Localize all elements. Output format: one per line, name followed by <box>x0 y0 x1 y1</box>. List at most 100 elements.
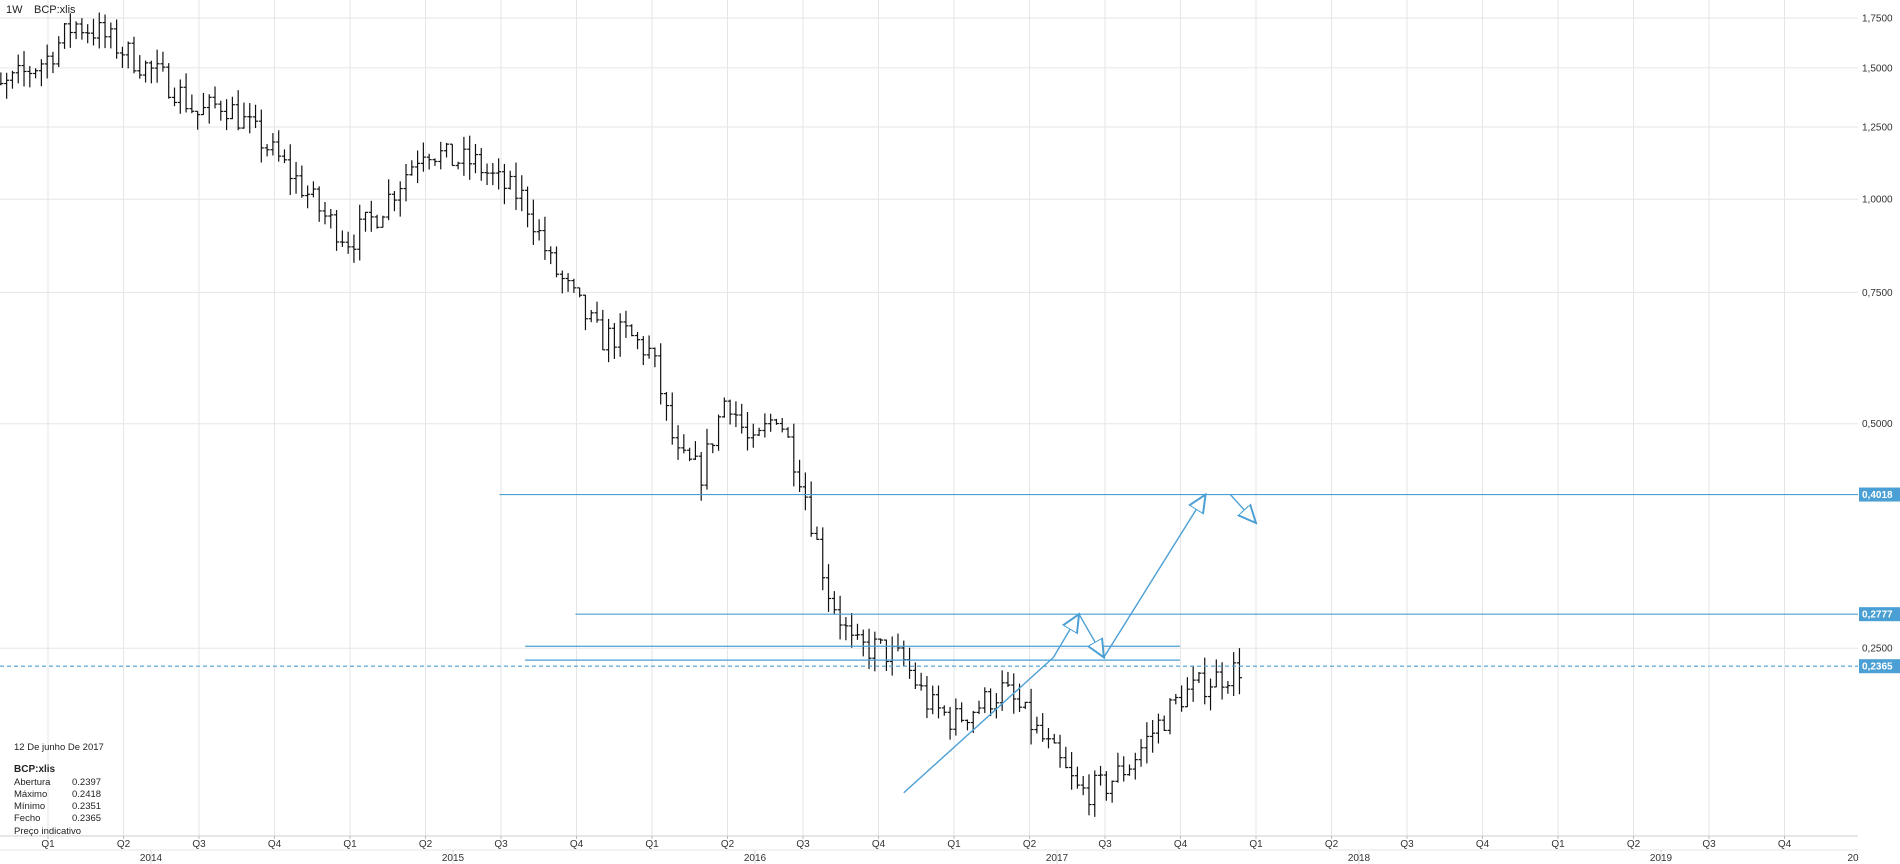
ohlc-bar <box>860 629 866 657</box>
ohlc-bar <box>484 163 490 186</box>
ohlc-bar <box>698 451 704 501</box>
symbol-label[interactable]: BCP:xlis <box>34 4 76 16</box>
ohlc-bar <box>455 161 461 170</box>
ohlc-bar <box>0 72 4 86</box>
ohlc-bar <box>380 215 386 228</box>
ohlc-bar <box>264 144 270 157</box>
ohlc-bar <box>461 136 467 176</box>
ohlc-bar <box>1103 771 1109 801</box>
ohlc-bar <box>9 70 15 89</box>
ohlc-bar <box>935 685 941 719</box>
ohlc-bar <box>976 700 982 715</box>
ohlc-bar <box>363 211 369 232</box>
ohlc-bar <box>1045 727 1051 749</box>
ohlc-bar <box>901 640 907 666</box>
ohlc-bar <box>733 401 739 428</box>
ohlc-bar <box>56 36 62 68</box>
price-tick-label: 1,5000 <box>1862 63 1893 74</box>
ohlc-bar <box>305 185 311 209</box>
ohlc-bar <box>160 51 166 72</box>
ohlc-bar <box>559 270 565 294</box>
ohlc-bar <box>866 628 872 670</box>
ohlc-bar <box>791 423 797 487</box>
ohlc-bar <box>530 199 536 245</box>
ohlc-bar <box>600 309 606 351</box>
ohlc-bar <box>478 148 484 181</box>
ohlc-bar <box>843 617 849 641</box>
ohlc-bar <box>525 186 531 228</box>
quarter-tick-label: Q2 <box>1627 839 1641 850</box>
quarter-tick-label: Q2 <box>419 839 433 850</box>
interval-label[interactable]: 1W <box>6 4 23 16</box>
ohlc-bar <box>426 153 432 170</box>
ohlc-bar <box>44 44 50 79</box>
ohlc-bar <box>1034 716 1040 734</box>
ohlc-bar <box>218 100 224 121</box>
trendline <box>903 656 1054 794</box>
ohlc-bar <box>310 181 316 198</box>
ohlc-bar <box>565 273 571 292</box>
ohlc-bar <box>681 434 687 454</box>
level-label: 0,4018 <box>1862 490 1893 501</box>
ohlc-bar <box>183 73 189 113</box>
level-label: 0,2777 <box>1862 610 1893 621</box>
ohlc-bar <box>826 564 832 612</box>
ohlc-bar <box>623 310 629 338</box>
year-tick-label: 2014 <box>140 853 163 864</box>
ohlc-bar <box>1236 648 1242 695</box>
ohlc-bar <box>96 12 102 49</box>
ohlc-bar <box>212 86 218 109</box>
quarter-tick-label: Q1 <box>343 839 357 850</box>
quarter-tick-label: Q3 <box>1400 839 1414 850</box>
ohlc-bar <box>322 201 328 225</box>
quarter-tick-label: Q2 <box>1023 839 1037 850</box>
ohlc-bar <box>339 230 345 247</box>
axes: 1,7500 1,5000 1,2500 1,0000 0,7500 0,5000 0,25… <box>0 13 1900 864</box>
ohlc-bar <box>334 210 340 251</box>
info-label: Mínimo <box>14 801 46 812</box>
ohlc-bar <box>993 693 999 719</box>
ohlc-bar <box>1051 733 1057 744</box>
ohlc-bar <box>328 209 334 229</box>
info-note: Preço indicativo <box>14 826 82 837</box>
ohlc-bar <box>1190 665 1196 702</box>
ohlc-bar <box>108 22 114 49</box>
ohlc-bar <box>820 527 826 591</box>
ohlc-bar <box>102 14 108 49</box>
ohlc-bar <box>501 163 507 205</box>
projection-arrow <box>1052 614 1079 658</box>
ohlc-bar <box>432 158 438 166</box>
ohlc-bar <box>38 59 44 87</box>
quarter-tick-label: Q3 <box>1098 839 1112 850</box>
ohlc-bar <box>449 143 455 167</box>
quarter-tick-label: Q2 <box>721 839 735 850</box>
ohlc-bar <box>513 162 519 210</box>
ohlc-bar <box>79 18 85 40</box>
ohlc-bar <box>1057 734 1063 768</box>
ohlc-bar <box>345 231 351 254</box>
ohlc-bar <box>536 219 542 241</box>
ohlc-bar <box>912 662 918 690</box>
ohlc-bar <box>472 144 478 174</box>
ohlc-bar <box>606 318 612 363</box>
ohlc-bar <box>4 72 10 99</box>
ohlc-bar <box>1092 770 1098 817</box>
ohlc-bar <box>1132 752 1138 780</box>
quarter-tick-label: Q1 <box>1249 839 1263 850</box>
ohlc-bar <box>1069 752 1075 790</box>
ohlc-bar <box>924 676 930 719</box>
ohlc-bar <box>420 142 426 172</box>
ohlc-bar <box>1063 746 1069 769</box>
ohlc-bar <box>808 481 814 537</box>
info-row-close: Fecho 0.2365 <box>14 813 104 825</box>
ohlc-bar <box>200 92 206 116</box>
ohlc-bar <box>148 60 154 84</box>
ohlc-bar <box>814 526 820 540</box>
year-tick-label: 2015 <box>442 853 465 864</box>
ohlc-bar <box>125 41 131 69</box>
ohlc-bar <box>85 24 91 44</box>
ohlc-bar <box>1213 659 1219 688</box>
ohlc-bar <box>467 135 473 180</box>
